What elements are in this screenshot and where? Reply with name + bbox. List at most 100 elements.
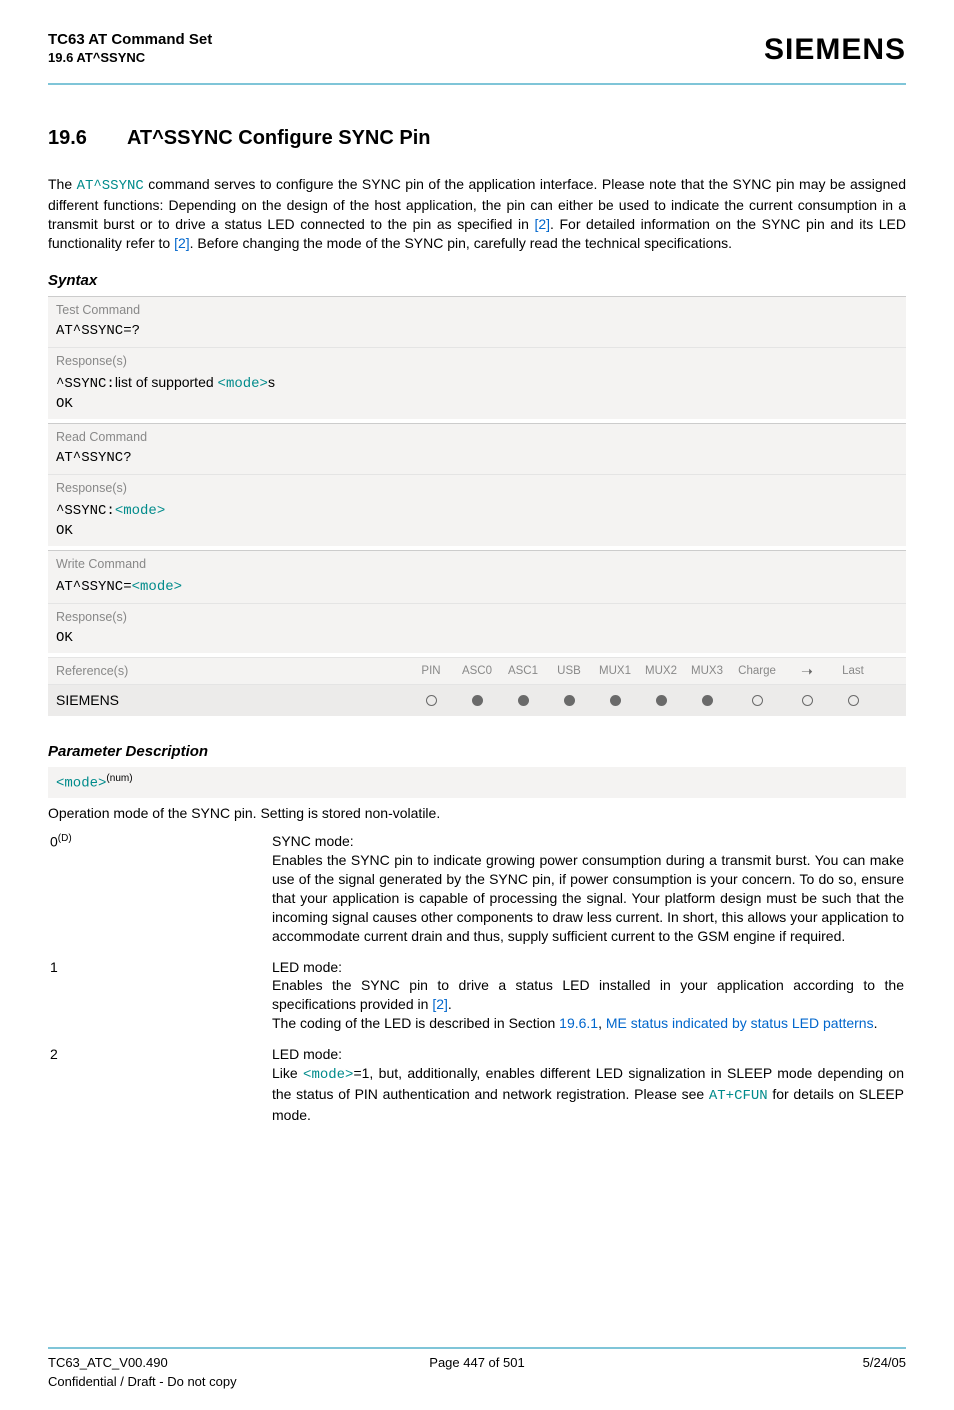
intro-ref2[interactable]: [2]: [174, 235, 190, 251]
header-rule: [48, 83, 906, 85]
write-cmd-pre: AT^SSYNC=: [56, 579, 132, 595]
test-resp-prefix: ^SSYNC:: [56, 376, 115, 392]
param-0-val: SYNC mode: Enables the SYNC pin to indic…: [272, 832, 904, 955]
ref-col-usb: USB: [546, 664, 592, 679]
write-cmd-mode[interactable]: <mode>: [132, 579, 182, 595]
test-command-code: AT^SSYNC=?: [48, 320, 906, 346]
param-row-2: 2 LED mode: Like <mode>=1, but, addition…: [50, 1045, 904, 1135]
read-command-code: AT^SSYNC?: [48, 447, 906, 473]
param-1-title: LED mode:: [272, 959, 342, 975]
write-command-label: Write Command: [48, 551, 906, 574]
param-0-body: Enables the SYNC pin to indicate growing…: [272, 852, 904, 944]
dot-filled-icon: [656, 695, 667, 706]
test-command-label: Test Command: [48, 297, 906, 320]
param-0-key-sup: (D): [58, 833, 72, 844]
dot-cell-9: [830, 695, 876, 706]
param-2-mode[interactable]: <mode>: [303, 1067, 353, 1083]
read-ok: OK: [56, 523, 73, 539]
reference-data-row: SIEMENS: [48, 684, 906, 715]
intro-ref1[interactable]: [2]: [534, 216, 550, 232]
param-name-box: <mode>(num): [48, 767, 906, 798]
param-2-title: LED mode:: [272, 1046, 342, 1062]
param-1-l1b: .: [448, 996, 452, 1012]
param-1-ref[interactable]: [2]: [432, 996, 448, 1012]
write-command-code: AT^SSYNC=<mode>: [48, 574, 906, 602]
page-footer: TC63_ATC_V00.490 Page 447 of 501 5/24/05: [48, 1355, 906, 1372]
param-0-key-val: 0: [50, 834, 58, 850]
brand-logo: SIEMENS: [764, 30, 906, 69]
intro-cmd[interactable]: AT^SSYNC: [77, 178, 144, 194]
param-2-val: LED mode: Like <mode>=1, but, additional…: [272, 1045, 904, 1135]
ref-col-asc1: ASC1: [500, 664, 546, 679]
ref-col-arrow: ➝: [784, 662, 830, 680]
param-0-title: SYNC mode:: [272, 833, 354, 849]
reference-label: Reference(s): [48, 658, 408, 684]
param-mode-name[interactable]: <mode>: [56, 776, 106, 792]
dot-empty-icon: [752, 695, 763, 706]
dot-empty-icon: [802, 695, 813, 706]
syntax-test-box: Test Command AT^SSYNC=? Response(s) ^SSY…: [48, 296, 906, 419]
dot-empty-icon: [426, 695, 437, 706]
syntax-header: Syntax: [48, 271, 906, 291]
read-response-label: Response(s): [48, 474, 906, 498]
footer-right: 5/24/05: [620, 1355, 906, 1372]
param-0-key: 0(D): [50, 832, 270, 955]
footer-center: Page 447 of 501: [334, 1355, 620, 1372]
read-command-label: Read Command: [48, 424, 906, 447]
test-ok: OK: [56, 396, 73, 412]
section-title-text: AT^SSYNC Configure SYNC Pin: [127, 127, 431, 149]
ref-col-mux3: MUX3: [684, 664, 730, 679]
dot-empty-icon: [848, 695, 859, 706]
intro-paragraph: The AT^SSYNC command serves to configure…: [48, 175, 906, 253]
param-1-secnum[interactable]: 19.6.1: [559, 1015, 598, 1031]
ref-col-asc0: ASC0: [454, 664, 500, 679]
dot-cell-0: [408, 695, 454, 706]
syntax-read-box: Read Command AT^SSYNC? Response(s) ^SSYN…: [48, 423, 906, 546]
dot-filled-icon: [472, 695, 483, 706]
param-mode-sup: (num): [106, 773, 132, 784]
param-row-1: 1 LED mode: Enables the SYNC pin to driv…: [50, 958, 904, 1044]
param-desc-line: Operation mode of the SYNC pin. Setting …: [48, 804, 906, 822]
section-number: 19.6: [48, 125, 87, 151]
ref-col-pin: PIN: [408, 664, 454, 679]
reference-header-row: Reference(s) PIN ASC0 ASC1 USB MUX1 MUX2…: [48, 657, 906, 684]
write-response-label: Response(s): [48, 603, 906, 627]
read-resp-mode[interactable]: <mode>: [115, 503, 165, 519]
dot-cell-7: [730, 695, 784, 706]
param-1-seclink[interactable]: ME status indicated by status LED patter…: [606, 1015, 874, 1031]
ref-col-last: Last: [830, 664, 876, 679]
section-heading: 19.6 AT^SSYNC Configure SYNC Pin: [48, 125, 906, 151]
test-resp-mode[interactable]: <mode>: [218, 376, 268, 392]
param-1-l2c: .: [874, 1015, 878, 1031]
dot-cell-5: [638, 695, 684, 706]
dot-cell-2: [500, 695, 546, 706]
param-2-key: 2: [50, 1045, 270, 1135]
param-table: 0(D) SYNC mode: Enables the SYNC pin to …: [48, 830, 906, 1136]
test-response-body: ^SSYNC:list of supported <mode>s OK: [48, 371, 906, 419]
intro-pre: The: [48, 176, 77, 192]
write-ok: OK: [48, 627, 906, 653]
read-resp-prefix: ^SSYNC:: [56, 503, 115, 519]
param-header: Parameter Description: [48, 742, 906, 762]
test-resp-suffix: s: [268, 374, 275, 390]
dot-filled-icon: [564, 695, 575, 706]
dot-filled-icon: [702, 695, 713, 706]
param-1-l2b: ,: [598, 1015, 606, 1031]
param-1-l1: Enables the SYNC pin to drive a status L…: [272, 977, 904, 1012]
ref-col-mux2: MUX2: [638, 664, 684, 679]
header-section-ref: 19.6 AT^SSYNC: [48, 50, 212, 67]
read-response-body: ^SSYNC:<mode> OK: [48, 498, 906, 546]
dot-cell-6: [684, 695, 730, 706]
ref-col-charge: Charge: [730, 664, 784, 679]
param-1-l2a: The coding of the LED is described in Se…: [272, 1015, 559, 1031]
param-2-cfun[interactable]: AT+CFUN: [709, 1088, 768, 1104]
footer-rule: [48, 1347, 906, 1349]
param-row-0: 0(D) SYNC mode: Enables the SYNC pin to …: [50, 832, 904, 955]
dot-cell-8: [784, 695, 830, 706]
param-1-val: LED mode: Enables the SYNC pin to drive …: [272, 958, 904, 1044]
footer-left: TC63_ATC_V00.490: [48, 1355, 334, 1372]
test-resp-text: list of supported: [115, 374, 218, 390]
dot-filled-icon: [518, 695, 529, 706]
param-1-key: 1: [50, 958, 270, 1044]
syntax-write-box: Write Command AT^SSYNC=<mode> Response(s…: [48, 550, 906, 653]
